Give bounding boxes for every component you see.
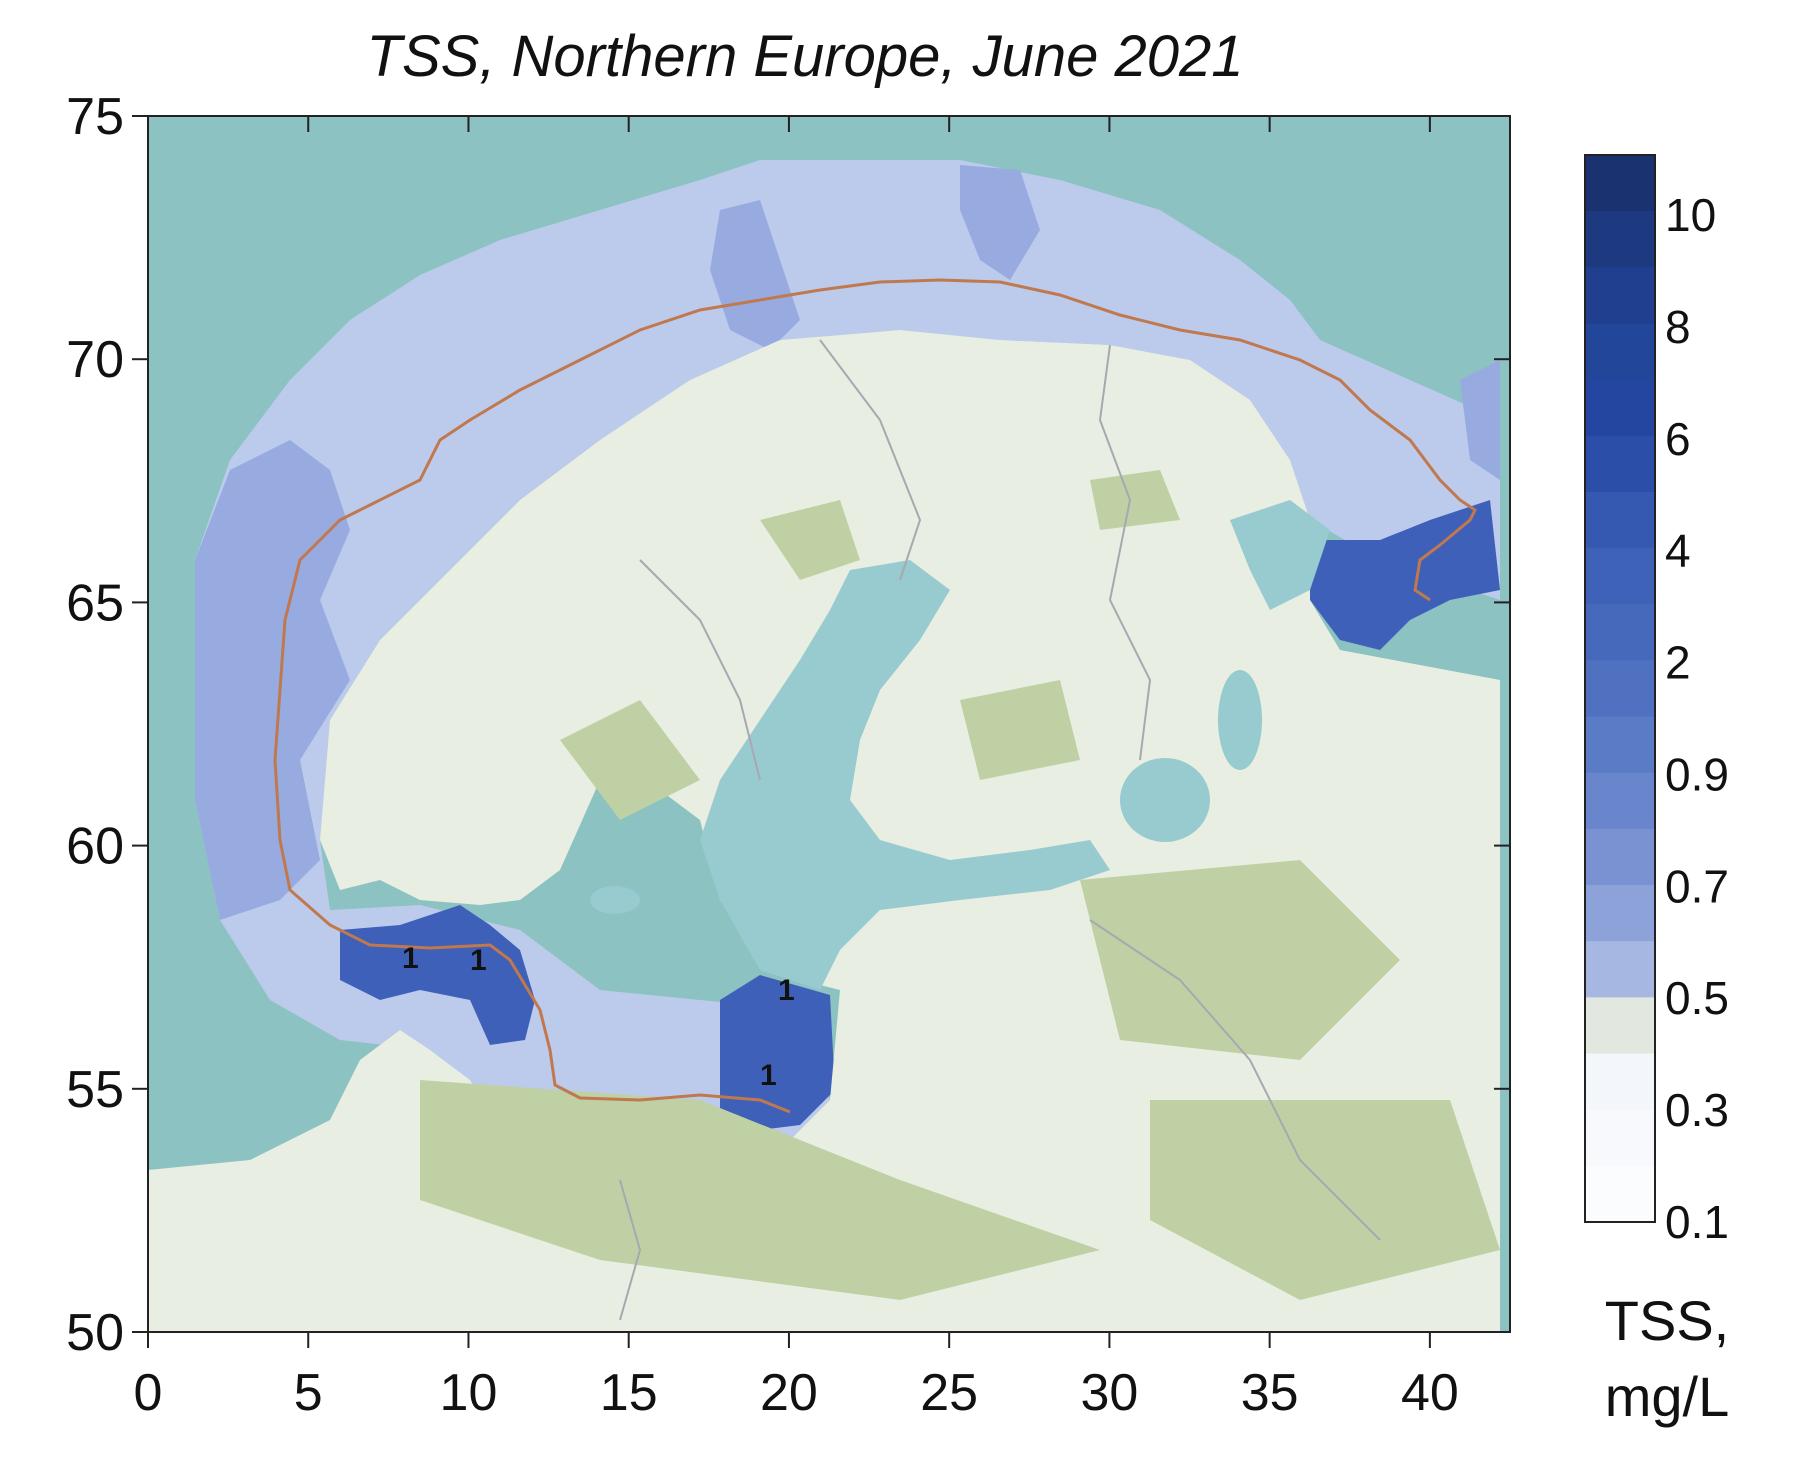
tss-coverage-band [195, 160, 1500, 1165]
colorbar-label: 4 [1665, 525, 1691, 577]
colorbar-frame [1584, 154, 1656, 1223]
y-tick-label: 60 [66, 818, 124, 876]
colorbar-label: 0.5 [1665, 972, 1729, 1024]
tss-patch-southern-baltic [720, 975, 835, 1130]
y-tick-label: 50 [66, 1304, 124, 1362]
colorbar-segment [1585, 211, 1655, 268]
forest-patch-7 [1150, 1100, 1500, 1300]
forest-patch-4 [960, 680, 1080, 780]
white-sea [1230, 500, 1330, 610]
tss-patch-skagerrak [340, 905, 535, 1045]
colorbar-segment [1585, 885, 1655, 942]
x-tick-label: 0 [134, 1364, 163, 1422]
colorbar-segment [1585, 660, 1655, 718]
colorbar-label: 2 [1665, 637, 1691, 689]
chart-title: TSS, Northern Europe, June 2021 [367, 24, 1244, 89]
colorbar-label: 8 [1665, 301, 1691, 353]
colorbar-segment [1585, 828, 1655, 886]
colorbar-segment [1585, 1165, 1655, 1223]
map-plot-area: 1 1 1 1 [148, 116, 1510, 1332]
colorbar-unit-line-1: TSS, [1605, 1289, 1729, 1352]
y-tick-label: 75 [66, 88, 124, 146]
colorbar-label: 6 [1665, 413, 1691, 465]
colorbar-segment [1585, 1053, 1655, 1111]
colorbar-label: 0.7 [1665, 860, 1729, 912]
contour-label: 1 [402, 942, 419, 975]
colorbar-label: 0.3 [1665, 1084, 1729, 1136]
x-tick-label: 20 [760, 1364, 818, 1422]
colorbar-segment [1585, 604, 1655, 661]
colorbar: 10 8 6 4 2 0.9 0.7 0.5 0.3 0.1 [1584, 154, 1729, 1248]
colorbar-segment [1585, 435, 1655, 493]
x-tick-label: 10 [440, 1364, 498, 1422]
y-axis: 75 70 65 60 55 50 [66, 88, 1510, 1362]
colorbar-segment [1585, 491, 1655, 549]
lake-vanern [590, 886, 640, 914]
tss-patch-norwegian-sea [195, 440, 350, 920]
colorbar-segment [1585, 267, 1655, 324]
x-tick-label: 30 [1080, 1364, 1138, 1422]
colorbar-segment [1585, 997, 1655, 1055]
y-tick-label: 65 [66, 574, 124, 632]
contour-label: 1 [778, 974, 795, 1007]
colorbar-segment [1585, 323, 1655, 381]
x-tick-label: 35 [1241, 1364, 1299, 1422]
forest-patch-2 [560, 700, 700, 820]
tss-patch-white-sea [1310, 500, 1500, 650]
country-borders [619, 339, 1381, 1321]
colorbar-segment [1585, 1109, 1655, 1167]
y-tick-label: 70 [66, 331, 124, 389]
colorbar-segment [1585, 548, 1655, 605]
colorbar-label: 0.1 [1665, 1196, 1729, 1248]
forest-patch-6 [420, 1080, 1100, 1300]
tss-patch-north-cape-west [710, 200, 800, 350]
lake-onega [1218, 670, 1262, 770]
colorbar-label: 0.9 [1665, 748, 1729, 800]
tss-patch-barents [960, 165, 1040, 280]
ship-track [273, 278, 1477, 1114]
contour-label: 1 [470, 944, 487, 977]
plot-frame [147, 115, 1511, 1333]
colorbar-segment [1585, 772, 1655, 830]
forest-patch-3 [1090, 470, 1180, 530]
x-tick-label: 15 [600, 1364, 658, 1422]
x-tick-label: 5 [294, 1364, 323, 1422]
contour-label: 1 [760, 1059, 777, 1092]
x-axis: 0 5 10 15 20 25 30 35 40 [134, 116, 1459, 1422]
x-tick-label: 40 [1401, 1364, 1459, 1422]
colorbar-segment [1585, 155, 1655, 212]
colorbar-segment [1585, 379, 1655, 437]
tss-patch-white-sea-east [1460, 360, 1500, 480]
x-tick-label: 25 [920, 1364, 978, 1422]
forest-patch-1 [760, 500, 860, 580]
forest-patch-5 [1080, 860, 1400, 1060]
lake-ladoga [1120, 758, 1210, 842]
colorbar-segment [1585, 941, 1655, 998]
y-tick-label: 55 [66, 1061, 124, 1119]
colorbar-segment [1585, 716, 1655, 774]
colorbar-unit-line-2: mg/L [1605, 1365, 1730, 1428]
baltic-sea [700, 560, 1110, 990]
colorbar-label: 10 [1665, 189, 1716, 241]
